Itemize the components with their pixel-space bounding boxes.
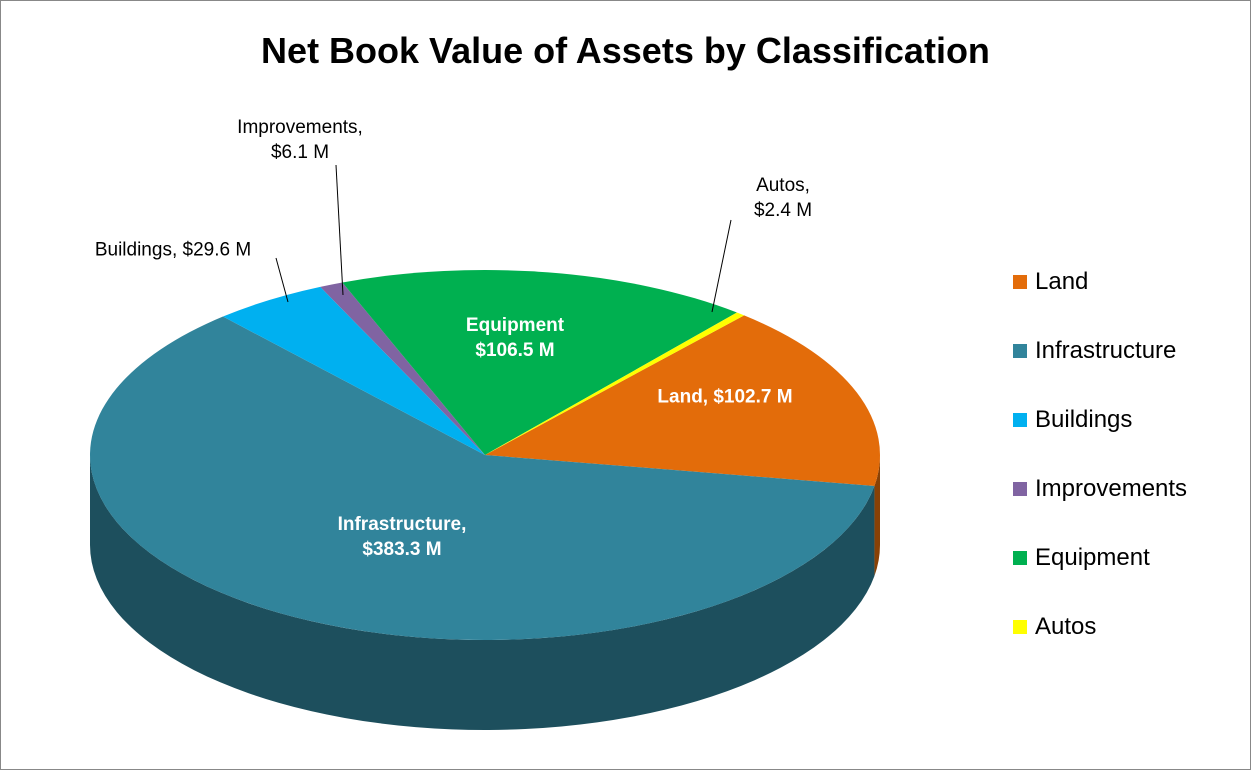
chart-title: Net Book Value of Assets by Classificati… xyxy=(261,30,990,71)
slice xyxy=(223,286,485,455)
legend-label: Equipment xyxy=(1035,544,1150,571)
data-label: Autos, $2.4 M xyxy=(753,175,813,221)
slice xyxy=(89,316,875,640)
legend-swatch xyxy=(1013,551,1027,565)
data-label: Equipment $106.5 M xyxy=(465,315,565,361)
legend-swatch xyxy=(1013,275,1027,289)
data-label: Improvements, $6.1 M xyxy=(237,117,363,163)
legend-label: Infrastructure xyxy=(1035,337,1177,364)
data-label: Land, $102.7 M xyxy=(657,386,793,408)
legend-item: Equipment xyxy=(1013,544,1150,572)
legend-swatch xyxy=(1013,620,1027,634)
legend-item: Land xyxy=(1013,268,1088,296)
legend-item: Infrastructure xyxy=(1013,337,1176,365)
data-label: Buildings, $29.6 M xyxy=(94,239,252,261)
legend-label: Buildings xyxy=(1035,406,1133,433)
leader-line xyxy=(335,164,344,296)
legend-label: Autos xyxy=(1035,613,1097,640)
legend-swatch xyxy=(1013,413,1027,427)
legend-item: Autos xyxy=(1013,613,1096,641)
slice-side xyxy=(874,455,880,576)
legend-swatch xyxy=(1013,482,1027,496)
leader-line xyxy=(711,219,732,313)
slice xyxy=(485,315,880,486)
leader-line xyxy=(275,257,289,303)
slice xyxy=(320,282,485,455)
legend-swatch xyxy=(1013,344,1027,358)
legend-label: Improvements xyxy=(1035,475,1188,502)
slice-side xyxy=(90,455,875,731)
legend-item: Improvements xyxy=(1013,475,1187,503)
slice xyxy=(342,270,737,455)
slice xyxy=(485,312,745,455)
data-label: Infrastructure, $383.3 M xyxy=(337,514,467,560)
legend-item: Buildings xyxy=(1013,406,1132,434)
legend-label: Land xyxy=(1035,268,1089,295)
